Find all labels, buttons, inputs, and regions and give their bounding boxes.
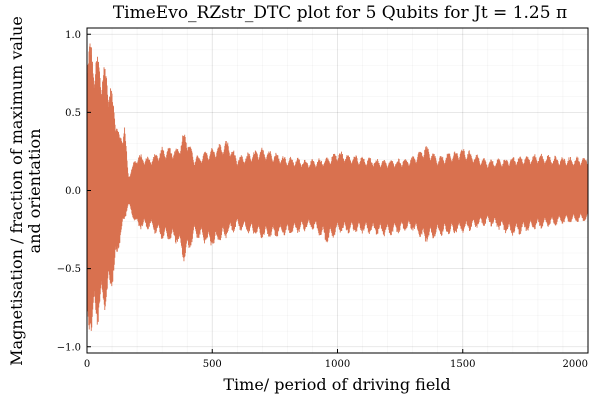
chart-title: TimeEvo_RZstr_DTC plot for 5 Qubits for … — [113, 3, 567, 23]
y-tick-label: −0.5 — [57, 264, 81, 275]
y-tick-label: 1.0 — [65, 30, 81, 41]
x-tick-label: 1000 — [325, 359, 350, 370]
series-line — [86, 43, 589, 331]
y-tick-label: −1.0 — [57, 342, 81, 353]
y-axis-label-line1: Magnetisation / fraction of maximum valu… — [7, 16, 26, 366]
y-axis: −1.0 −0.5 0.0 0.5 1.0 — [57, 30, 91, 353]
x-tick-label: 1500 — [450, 359, 475, 370]
x-tick-label: 0 — [84, 359, 90, 370]
x-tick-label: 2000 — [563, 359, 588, 370]
x-tick-label: 500 — [203, 359, 222, 370]
x-axis: 0 500 1000 1500 2000 — [84, 349, 589, 370]
y-tick-label: 0.0 — [65, 186, 81, 197]
x-axis-label: Time/ period of driving field — [223, 375, 450, 394]
y-axis-label-line2: and orientation — [25, 129, 44, 254]
y-tick-label: 0.5 — [65, 108, 81, 119]
